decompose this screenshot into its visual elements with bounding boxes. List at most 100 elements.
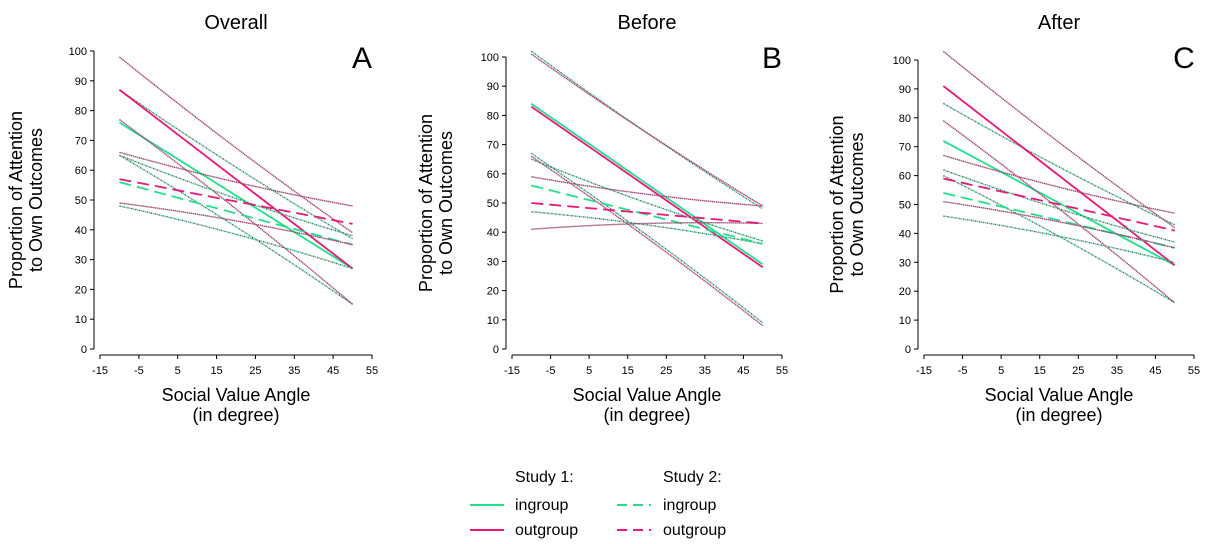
series-study2-ingroup-ci-lower [531,211,763,245]
panel-title: Before [618,12,677,34]
y-tick-label: 60 [487,169,499,181]
x-tick-label: 55 [366,365,378,377]
y-tick-label: 70 [75,135,87,147]
panel-c: 0 10 20 30 40 50 60 70 80 90 100 -15 -5 5 15 25 35 45 55 Af… [827,12,1200,425]
x-tick-label: 35 [1111,365,1123,377]
series-study1-ingroup-line [118,121,354,270]
series-study1-ingroup-ci-upper [119,89,353,240]
series-study2-outgroup-ci-upper-gray [531,176,763,207]
x-tick-label: 55 [776,365,788,377]
y-tick-label: 40 [899,228,911,240]
y-tick-label: 100 [69,46,87,58]
x-axis-label: Social Value Angle [985,385,1134,405]
panel-letter: C [1173,42,1195,75]
y-tick-label: 40 [487,227,499,239]
series-study1-ingroup-ci-lower [119,154,353,305]
series-study1-ingroup-line [942,140,1176,266]
series-study1-outgroup-ci-upper-gray [942,50,1176,229]
legend-study1-header: Study 1: [515,469,574,486]
panel-letter: B [762,42,782,75]
series-study2-outgroup-ci-lower-gray [531,222,763,230]
y-tick-label: 60 [899,171,911,183]
series-study1-outgroup-line [942,85,1176,266]
x-tick-label: -15 [504,365,520,377]
series-study2-outgroup-ci-upper-gray [119,151,353,207]
x-tick-label: 25 [1072,365,1084,377]
series-study2-ingroup-ci-lower-gray [531,211,763,245]
y-axis-label: Proportion of Attention [416,114,436,292]
y-tick-label: 90 [487,81,499,93]
legend-study2-ingroup-label: ingroup [663,497,716,514]
y-tick-label: 80 [75,106,87,118]
series-study2-ingroup-ci-upper-gray [531,158,763,242]
series-study1-ingroup-ci-lower-gray [119,154,353,305]
y-tick-label: 50 [487,198,499,210]
series-study1-outgroup-ci-lower-gray [942,120,1176,304]
x-tick-label: 15 [210,365,222,377]
panel-title: After [1038,12,1081,34]
series-study1-outgroup-ci-upper [118,56,353,234]
series-study2-ingroup-ci-upper-gray [119,154,353,237]
y-tick-label: 0 [81,344,87,356]
series-study1-outgroup-ci-upper-gray [530,53,764,207]
y-axis-label: to Own Outcomes [847,132,867,276]
y-tick-label: 90 [75,76,87,88]
series-study1-ingroup-ci-lower-gray [942,174,1176,304]
y-tick-label: 0 [905,344,911,356]
x-tick-label: -5 [134,365,144,377]
series-study2-ingroup-ci-lower [943,215,1175,263]
series-study2-ingroup-ci-upper-gray [943,169,1175,243]
x-axis-label: (in degree) [1015,405,1102,425]
series-study2-outgroup-ci-lower [943,200,1175,249]
y-tick-label: 80 [899,113,911,125]
y-tick-label: 30 [899,257,911,269]
series-study2-outgroup-line [119,178,353,225]
y-tick-label: 30 [487,256,499,268]
y-tick-label: 90 [899,84,911,96]
series-study1-outgroup-ci-lower [119,118,354,305]
series-study2-ingroup-ci-upper [531,158,763,242]
series-study2-outgroup-ci-lower-gray [943,200,1175,249]
legend-study2-outgroup-label: outgroup [663,522,726,539]
y-tick-label: 10 [899,315,911,327]
series-study2-ingroup-ci-lower-gray [943,215,1175,263]
series-study1-outgroup-ci-lower [942,120,1176,304]
series-study2-outgroup-ci-upper-gray [943,154,1175,214]
series-study2-ingroup-ci-lower [119,205,353,270]
series-study2-ingroup-ci-upper [119,154,353,237]
x-tick-label: 5 [586,365,592,377]
series-study1-ingroup-ci-upper-gray [530,50,764,210]
x-tick-label: -15 [916,365,932,377]
y-tick-label: 100 [893,55,911,67]
panel-a: 0 10 20 30 40 50 60 70 80 90 100 -15 -5 5 15 25 35 45 55 Ov… [6,12,378,425]
y-axis-label: Proportion of Attention [6,111,26,289]
series-study2-outgroup-ci-lower [531,222,763,230]
x-tick-label: 45 [327,365,339,377]
y-tick-label: 0 [493,344,499,356]
y-tick-label: 100 [481,52,499,64]
y-tick-label: 50 [899,200,911,212]
series-study1-outgroup-line [530,105,764,268]
legend: Study 1: Study 2: ingroup outgroup ingro… [470,469,726,539]
x-tick-label: 35 [699,365,711,377]
x-axis-label: Social Value Angle [162,385,311,405]
y-tick-label: 80 [487,110,499,122]
series-study2-ingroup-ci-upper [943,169,1175,243]
x-tick-label: 55 [1188,365,1200,377]
y-tick-label: 70 [487,140,499,152]
x-tick-label: 45 [737,365,749,377]
series-study2-outgroup-line [943,177,1175,232]
series-study1-outgroup-ci-upper [530,53,764,207]
series-study2-ingroup-line [531,184,763,245]
series-study2-outgroup-ci-upper [531,176,763,207]
x-tick-label: 25 [249,365,261,377]
panel-b: 0 10 20 30 40 50 60 70 80 90 100 -15 -5 5 15 25 35 45 55 Be… [416,12,788,425]
y-axis-label: to Own Outcomes [436,131,456,275]
y-tick-label: 60 [75,165,87,177]
x-tick-label: 15 [622,365,634,377]
y-tick-label: 70 [899,142,911,154]
y-tick-label: 50 [75,195,87,207]
series-study2-outgroup-line [531,202,763,225]
